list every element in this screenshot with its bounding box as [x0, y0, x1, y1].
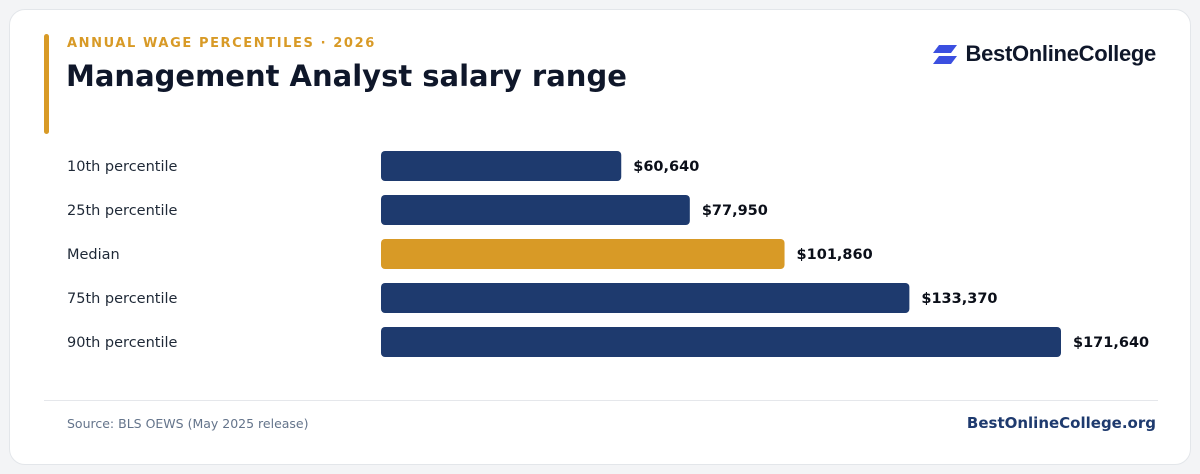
chart-title: Management Analyst salary range [66, 59, 627, 93]
value-label: $101,860 [797, 247, 873, 263]
value-label: $60,640 [633, 159, 699, 175]
chart-card: ANNUAL WAGE PERCENTILES · 2026 Managemen… [9, 9, 1191, 465]
bar-chart: 10th percentile $60,640 25th percentile $77… [67, 151, 1149, 357]
category-label: 10th percentile [67, 159, 178, 175]
bar-median [381, 239, 785, 269]
brand[interactable]: BestOnlineCollege [932, 40, 1157, 68]
bar [381, 151, 622, 181]
footer-divider [44, 400, 1158, 401]
chart-eyebrow: ANNUAL WAGE PERCENTILES · 2026 [67, 36, 376, 51]
value-label: $171,640 [1073, 335, 1149, 351]
value-label: $133,370 [921, 291, 997, 307]
accent-bar [44, 34, 49, 134]
category-label: 90th percentile [67, 335, 178, 351]
bar [381, 283, 910, 313]
category-label: 25th percentile [67, 203, 178, 219]
category-label: Median [67, 247, 120, 263]
brand-name: BestOnlineCollege [965, 41, 1157, 66]
category-label: 75th percentile [67, 291, 178, 307]
bar [381, 327, 1061, 357]
brand-logo-icon [932, 44, 957, 64]
site-link[interactable]: BestOnlineCollege.org [966, 414, 1156, 432]
bar [381, 195, 690, 225]
value-label: $77,950 [702, 203, 768, 219]
source-note: Source: BLS OEWS (May 2025 release) [67, 416, 309, 431]
